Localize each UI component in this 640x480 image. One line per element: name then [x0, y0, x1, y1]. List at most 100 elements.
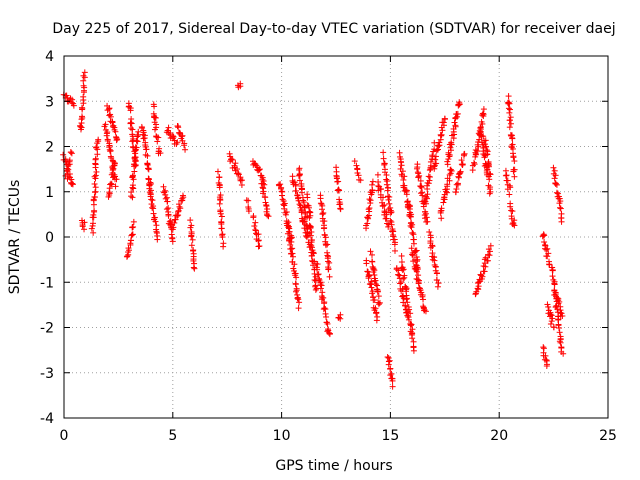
data-point	[81, 84, 88, 91]
data-point	[478, 272, 485, 279]
data-point	[427, 158, 434, 165]
data-point	[369, 290, 376, 297]
data-point	[317, 285, 324, 292]
x-tick-label: 10	[273, 428, 291, 444]
data-point	[556, 329, 563, 336]
data-point	[133, 144, 140, 151]
data-point	[475, 279, 482, 286]
data-point	[170, 224, 177, 231]
y-tick-label: -1	[40, 275, 54, 291]
data-point	[431, 163, 438, 170]
data-point	[555, 321, 562, 328]
data-point	[326, 330, 333, 337]
data-point	[424, 218, 431, 225]
data-point	[435, 280, 442, 287]
data-point	[179, 197, 186, 204]
data-point	[320, 209, 327, 216]
data-point	[472, 290, 479, 297]
data-point	[144, 152, 151, 159]
data-point	[371, 271, 378, 278]
data-point	[368, 251, 375, 258]
data-point	[169, 235, 176, 242]
data-point	[296, 166, 303, 173]
data-point	[556, 204, 563, 211]
data-point	[551, 175, 558, 182]
data-point	[456, 99, 463, 106]
data-point	[369, 187, 376, 194]
data-point	[485, 182, 492, 189]
data-point	[507, 114, 514, 121]
data-point	[306, 214, 313, 221]
data-point	[179, 132, 186, 139]
data-point	[232, 160, 239, 167]
data-point	[251, 223, 258, 230]
data-point	[292, 182, 299, 189]
data-point	[77, 122, 84, 129]
data-point	[367, 248, 374, 255]
y-axis-label: SDTVAR / TECUs	[7, 180, 23, 295]
data-point	[383, 176, 390, 183]
data-point	[290, 253, 297, 260]
data-point	[129, 194, 136, 201]
data-point	[549, 315, 556, 322]
data-point	[132, 157, 139, 164]
data-point	[357, 177, 364, 184]
data-point	[413, 247, 420, 254]
data-point	[216, 174, 223, 181]
data-point	[256, 243, 263, 250]
data-point	[220, 240, 227, 247]
data-point	[152, 114, 159, 121]
data-point	[64, 167, 71, 174]
data-point	[304, 194, 311, 201]
data-point	[70, 102, 77, 109]
data-point	[510, 168, 517, 175]
data-point	[479, 110, 486, 117]
data-point	[387, 372, 394, 379]
data-point	[479, 120, 486, 127]
data-point	[482, 263, 489, 270]
data-point	[103, 130, 110, 137]
data-point	[278, 184, 285, 191]
data-point	[409, 230, 416, 237]
data-point	[385, 196, 392, 203]
data-point	[387, 207, 394, 214]
data-point	[511, 217, 518, 224]
data-point	[255, 231, 262, 238]
data-point	[448, 167, 455, 174]
data-point	[420, 296, 427, 303]
data-point	[487, 242, 494, 249]
x-tick-label: 25	[599, 428, 617, 444]
data-point	[365, 273, 372, 280]
data-point	[553, 189, 560, 196]
data-point	[427, 238, 434, 245]
y-tick-label: 2	[45, 140, 54, 156]
data-point	[408, 224, 415, 231]
data-point	[389, 383, 396, 390]
data-point	[410, 231, 417, 238]
data-point	[179, 192, 186, 199]
data-point	[457, 169, 464, 176]
data-point	[438, 131, 445, 138]
data-point	[296, 177, 303, 184]
data-point	[386, 357, 393, 364]
data-point	[407, 322, 414, 329]
data-point	[416, 285, 423, 292]
data-point	[410, 236, 417, 243]
data-point	[131, 168, 138, 175]
data-point	[477, 129, 484, 136]
data-point	[238, 177, 245, 184]
data-point	[552, 180, 559, 187]
data-point	[105, 105, 112, 112]
data-point	[106, 112, 113, 119]
data-point	[324, 241, 331, 248]
data-point	[413, 261, 420, 268]
data-point	[187, 224, 194, 231]
data-point	[461, 150, 468, 157]
data-point	[130, 223, 137, 230]
data-point	[145, 166, 152, 173]
data-point	[364, 268, 371, 275]
data-point	[543, 361, 550, 368]
data-point	[438, 205, 445, 212]
data-point	[164, 198, 171, 205]
data-point	[94, 146, 101, 153]
